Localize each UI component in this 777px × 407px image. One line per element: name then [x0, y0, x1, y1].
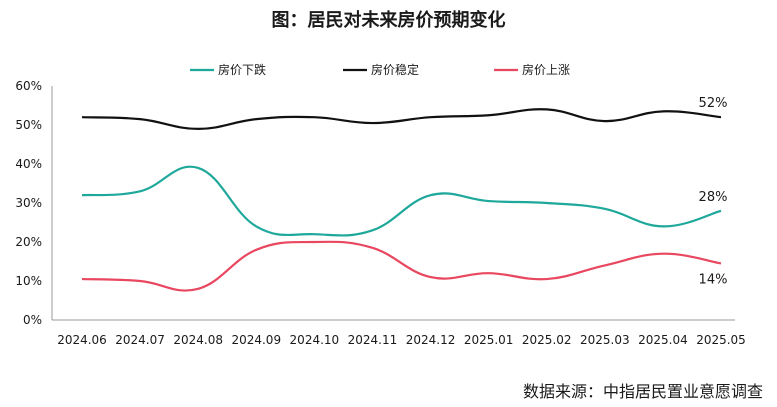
- source-note: 数据来源：中指居民置业意愿调查: [522, 382, 763, 401]
- legend-label: 房价下跌: [218, 62, 266, 77]
- y-tick-label: 50%: [15, 118, 42, 132]
- x-tick-label: 2024.11: [348, 333, 398, 347]
- x-tick-label: 2025.04: [638, 333, 688, 347]
- y-tick-label: 30%: [15, 196, 42, 210]
- end-value-label: 28%: [699, 190, 728, 205]
- y-tick-label: 0%: [23, 313, 42, 327]
- legend-label: 房价稳定: [371, 62, 419, 77]
- legend-label: 房价上涨: [522, 62, 570, 77]
- y-tick-label: 20%: [15, 235, 42, 249]
- x-tick-label: 2024.06: [57, 333, 107, 347]
- x-tick-label: 2024.09: [231, 333, 281, 347]
- y-tick-label: 60%: [15, 79, 42, 93]
- series-lines: [81, 108, 722, 292]
- x-tick-label: 2025.05: [696, 333, 746, 347]
- axes: 0% 10% 20% 30% 40% 50% 60% 2024.06 2024.07 2024.0…: [15, 79, 745, 347]
- legend: 房价下跌 房价稳定 房价上涨: [190, 62, 570, 77]
- x-tick-label: 2024.08: [173, 333, 223, 347]
- x-tick-label: 2025.03: [580, 333, 630, 347]
- series-line-2: [81, 240, 722, 292]
- end-value-label: 52%: [699, 96, 728, 111]
- x-tick-label: 2024.10: [290, 333, 340, 347]
- series-line-1: [81, 108, 722, 131]
- chart-title: 图：居民对未来房价预期变化: [271, 10, 506, 31]
- y-tick-label: 10%: [15, 274, 42, 288]
- x-tick-label: 2024.07: [115, 333, 165, 347]
- x-tick-label: 2024.12: [406, 333, 456, 347]
- x-tick-label: 2025.01: [464, 333, 514, 347]
- series-line-0: [81, 165, 722, 237]
- end-value-label: 14%: [699, 272, 728, 287]
- y-tick-label: 40%: [15, 157, 42, 171]
- x-tick-label: 2025.02: [522, 333, 572, 347]
- end-labels: 28% 52% 14%: [699, 96, 728, 287]
